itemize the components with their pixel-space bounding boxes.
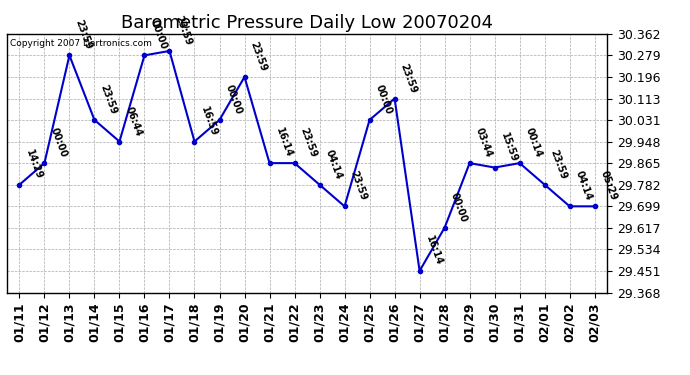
Text: 03:44: 03:44 <box>474 126 494 159</box>
Text: 23:59: 23:59 <box>99 83 119 116</box>
Text: 00:00: 00:00 <box>148 19 168 51</box>
Text: 23:59: 23:59 <box>549 148 569 181</box>
Text: 23:59: 23:59 <box>399 62 419 94</box>
Text: 16:14: 16:14 <box>424 234 444 267</box>
Text: 04:14: 04:14 <box>324 148 344 181</box>
Text: 23:59: 23:59 <box>348 170 368 202</box>
Text: 06:44: 06:44 <box>124 105 144 137</box>
Text: 23:59: 23:59 <box>248 40 268 73</box>
Text: 23:59: 23:59 <box>74 19 94 51</box>
Text: 00:14: 00:14 <box>524 126 544 159</box>
Text: 00:00: 00:00 <box>224 83 244 116</box>
Text: 16:14: 16:14 <box>274 126 294 159</box>
Text: 05:29: 05:29 <box>599 170 619 202</box>
Text: 16:59: 16:59 <box>199 105 219 137</box>
Text: 00:00: 00:00 <box>448 191 469 224</box>
Text: 23:59: 23:59 <box>174 14 194 47</box>
Text: 15:59: 15:59 <box>499 131 519 164</box>
Text: 00:00: 00:00 <box>374 83 394 116</box>
Title: Barometric Pressure Daily Low 20070204: Barometric Pressure Daily Low 20070204 <box>121 14 493 32</box>
Text: Copyright 2007 Dartronics.com: Copyright 2007 Dartronics.com <box>10 39 152 48</box>
Text: 23:59: 23:59 <box>299 126 319 159</box>
Text: 14:29: 14:29 <box>23 148 43 181</box>
Text: 00:00: 00:00 <box>48 126 68 159</box>
Text: 04:14: 04:14 <box>574 170 594 202</box>
